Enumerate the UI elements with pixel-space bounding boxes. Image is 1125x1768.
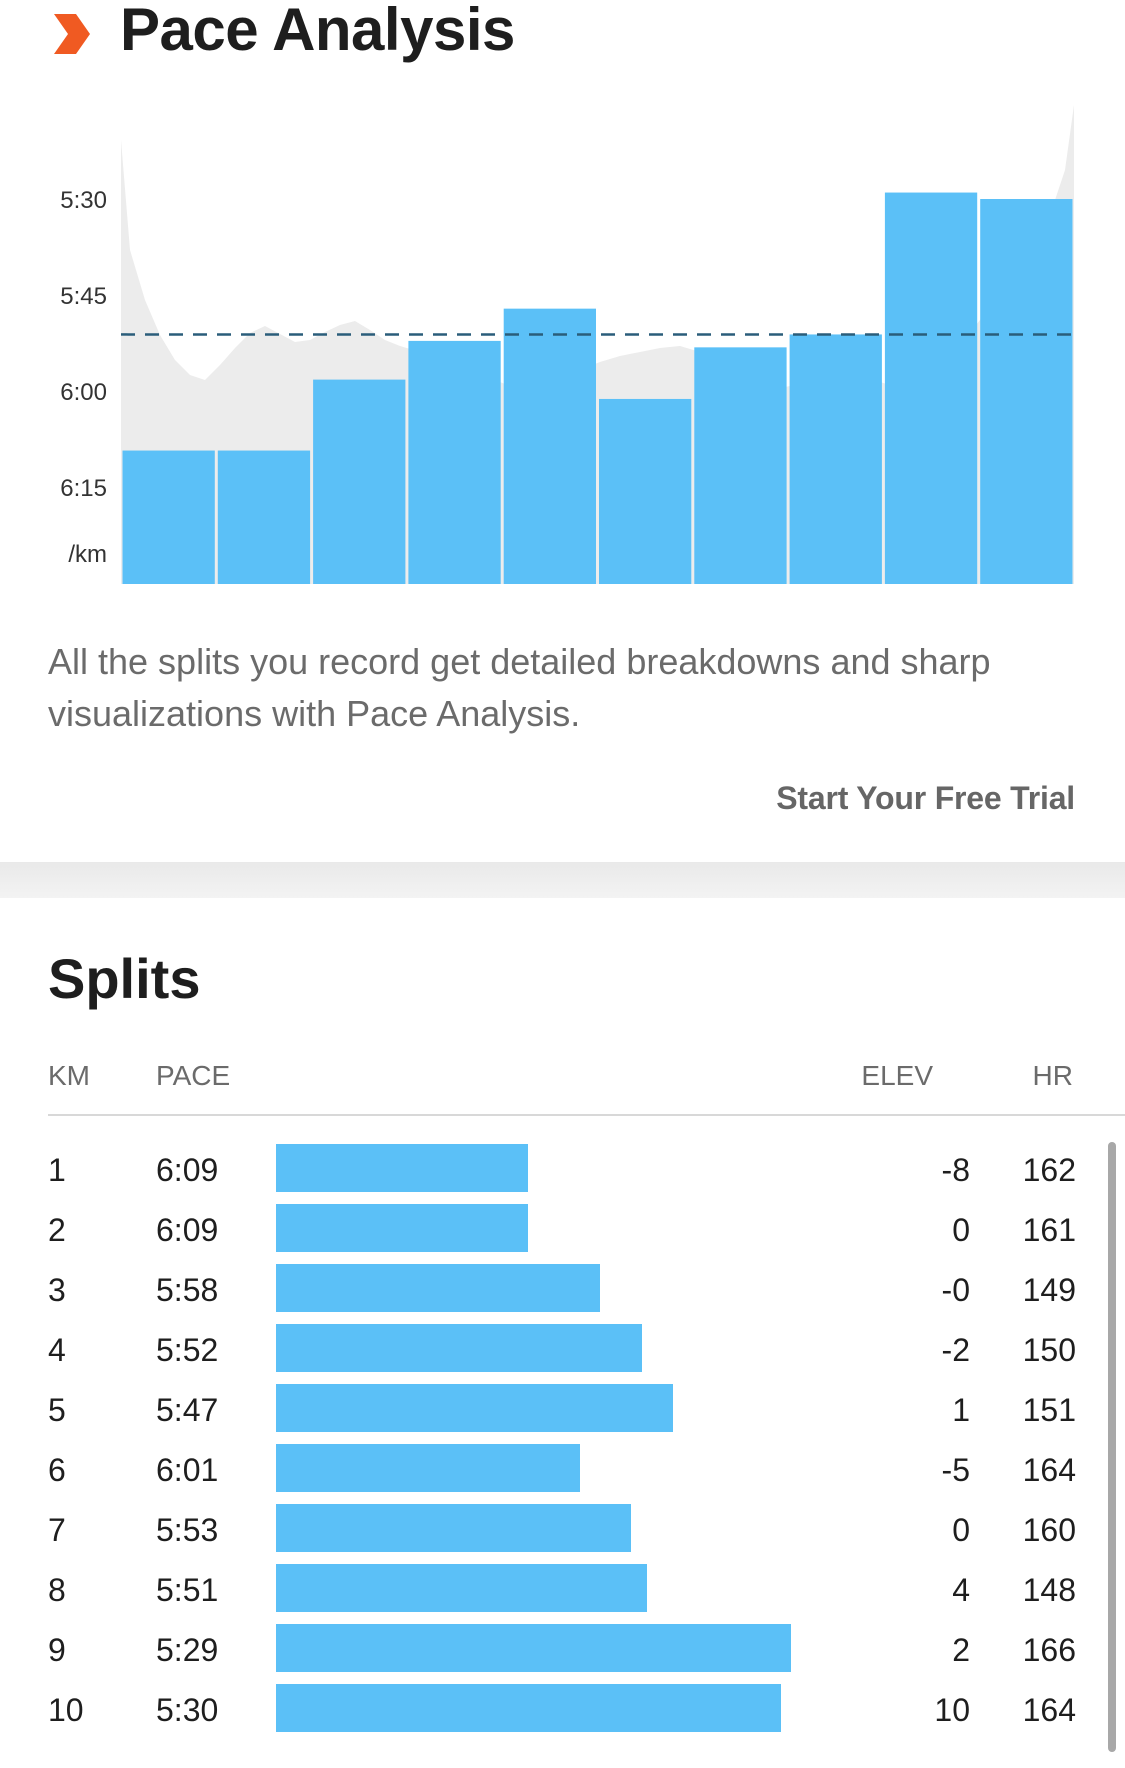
- split-pace: 5:52: [156, 1332, 219, 1368]
- y-tick-label: 6:00: [60, 379, 107, 406]
- pace-bar-10: [980, 199, 1073, 584]
- split-elev: 1: [952, 1392, 970, 1428]
- pace-analysis-chart: 5:30 5:45 6:00 6:15/km: [0, 90, 1125, 610]
- split-elev: -2: [941, 1332, 970, 1368]
- y-tick-label: 5:45: [60, 283, 107, 310]
- table-row: 5 5:47 1 151: [48, 1380, 1078, 1440]
- split-pace: 5:58: [156, 1272, 219, 1308]
- split-hr: 166: [1022, 1632, 1076, 1668]
- column-header-km: KM: [48, 1060, 90, 1091]
- pace-bar-6: [599, 398, 692, 584]
- pace-bar-7: [694, 347, 787, 584]
- split-pace-bar: [276, 1384, 673, 1432]
- pace-chart-svg: 5:30 5:45 6:00 6:15/km: [60, 105, 1074, 585]
- y-tick-label: 6:15: [60, 475, 107, 502]
- page-header: Pace Analysis: [0, 0, 1125, 75]
- split-elev: -0: [941, 1272, 970, 1308]
- column-header-elev: ELEV: [861, 1060, 933, 1091]
- split-hr: 164: [1022, 1452, 1076, 1488]
- split-pace-bar: [276, 1204, 528, 1252]
- splits-table-body: 1 6:09 -8 162 2 6:09 0 161 3 5:58 -0 149…: [48, 1140, 1078, 1740]
- scrollbar[interactable]: [1108, 1142, 1116, 1752]
- pace-bar-9: [884, 192, 978, 585]
- split-pace-bar: [276, 1144, 528, 1192]
- split-km: 5: [48, 1392, 66, 1428]
- split-pace: 5:53: [156, 1512, 219, 1548]
- split-pace-bar: [276, 1504, 631, 1552]
- table-row: 4 5:52 -2 150: [48, 1320, 1078, 1380]
- split-pace-bar: [276, 1264, 600, 1312]
- section-divider: [0, 862, 1125, 898]
- split-km: 9: [48, 1632, 66, 1668]
- table-row: 8 5:51 4 148: [48, 1560, 1078, 1620]
- split-hr: 151: [1022, 1392, 1076, 1428]
- split-pace-bar: [276, 1624, 791, 1672]
- pace-bar-5: [503, 308, 596, 584]
- chevron-right-icon: [54, 14, 90, 54]
- pace-bar-4: [408, 340, 501, 584]
- split-pace: 5:30: [156, 1692, 219, 1728]
- split-pace-bar: [276, 1564, 647, 1612]
- split-km: 10: [48, 1692, 84, 1728]
- splits-table-header: KM PACE ELEV HR: [48, 1058, 1125, 1116]
- table-row: 1 6:09 -8 162: [48, 1140, 1078, 1200]
- pace-bar-1: [122, 450, 215, 584]
- split-pace: 5:29: [156, 1632, 219, 1668]
- split-pace: 5:47: [156, 1392, 219, 1428]
- split-km: 3: [48, 1272, 66, 1308]
- y-unit-label: /km: [68, 541, 107, 568]
- y-tick-label: 5:30: [60, 187, 107, 214]
- split-pace: 6:09: [156, 1152, 219, 1188]
- table-row: 7 5:53 0 160: [48, 1500, 1078, 1560]
- split-hr: 160: [1022, 1512, 1076, 1548]
- split-km: 2: [48, 1212, 66, 1248]
- table-row: 3 5:58 -0 149: [48, 1260, 1078, 1320]
- split-pace: 6:01: [156, 1452, 219, 1488]
- pace-bar-2: [217, 450, 311, 584]
- split-elev: -5: [941, 1452, 970, 1488]
- split-hr: 162: [1022, 1152, 1076, 1188]
- split-hr: 161: [1022, 1212, 1076, 1248]
- table-row: 2 6:09 0 161: [48, 1200, 1078, 1260]
- split-hr: 164: [1022, 1692, 1076, 1728]
- split-pace-bar: [276, 1684, 781, 1732]
- split-pace: 6:09: [156, 1212, 219, 1248]
- page-title: Pace Analysis: [120, 0, 515, 63]
- split-km: 6: [48, 1452, 66, 1488]
- split-pace-bar: [276, 1324, 642, 1372]
- split-km: 7: [48, 1512, 66, 1548]
- split-hr: 149: [1022, 1272, 1076, 1308]
- split-km: 8: [48, 1572, 66, 1608]
- start-free-trial-link[interactable]: Start Your Free Trial: [776, 780, 1075, 816]
- split-pace: 5:51: [156, 1572, 219, 1608]
- table-row: 10 5:30 10 164: [48, 1680, 1078, 1740]
- table-row: 6 6:01 -5 164: [48, 1440, 1078, 1500]
- split-elev: 0: [952, 1212, 970, 1248]
- split-elev: 10: [934, 1692, 970, 1728]
- split-elev: 2: [952, 1632, 970, 1668]
- split-elev: 0: [952, 1512, 970, 1548]
- split-km: 4: [48, 1332, 66, 1368]
- split-elev: 4: [952, 1572, 970, 1608]
- split-pace-bar: [276, 1444, 580, 1492]
- pace-bar-8: [789, 334, 882, 584]
- chevron-shape: [54, 14, 90, 54]
- split-hr: 150: [1022, 1332, 1076, 1368]
- promo-text: All the splits you record get detailed b…: [48, 641, 991, 734]
- column-header-pace: PACE: [156, 1060, 231, 1091]
- split-hr: 148: [1022, 1572, 1076, 1608]
- column-header-hr: HR: [1032, 1060, 1073, 1091]
- pace-bar-3: [313, 379, 406, 584]
- splits-title: Splits: [48, 947, 201, 1010]
- table-row: 9 5:29 2 166: [48, 1620, 1078, 1680]
- split-km: 1: [48, 1152, 66, 1188]
- split-elev: -8: [941, 1152, 970, 1188]
